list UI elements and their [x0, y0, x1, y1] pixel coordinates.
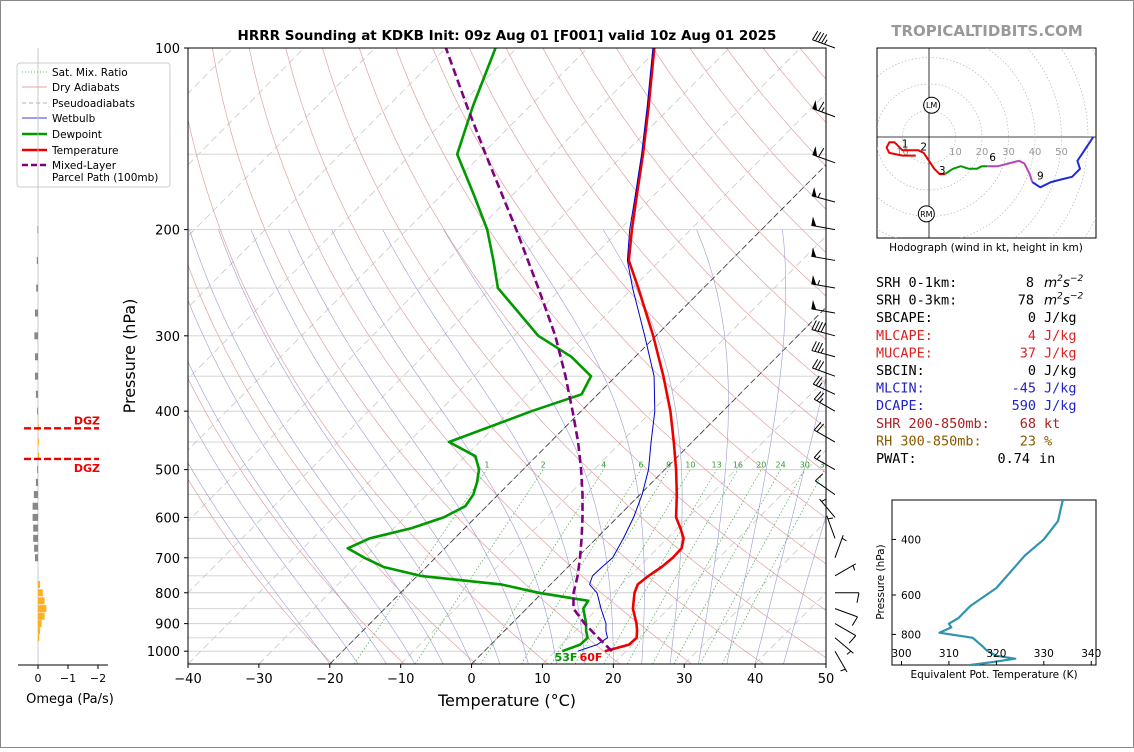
figure-frame	[0, 0, 1134, 748]
